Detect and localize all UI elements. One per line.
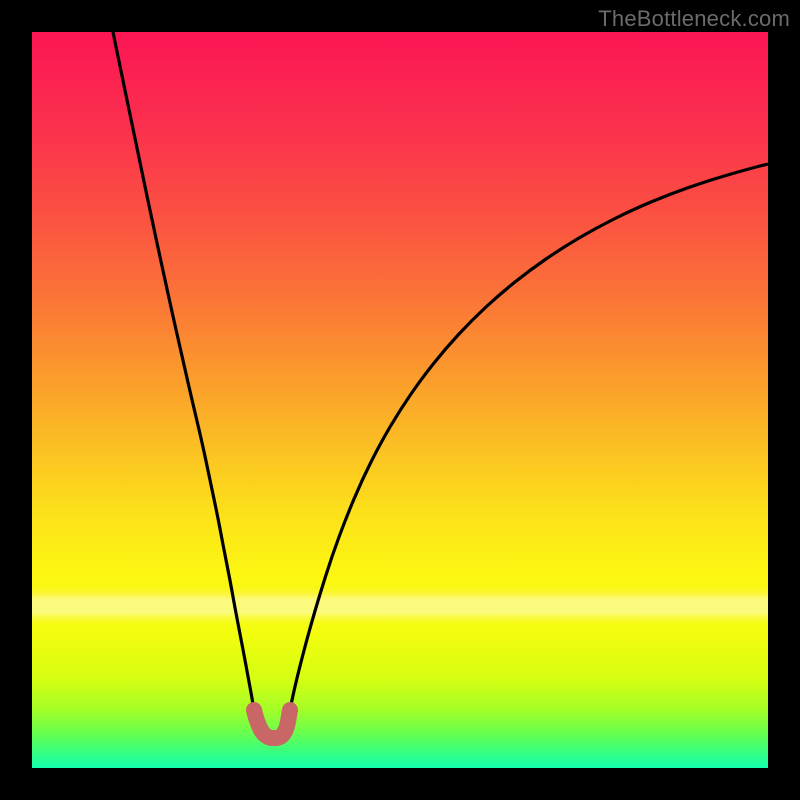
chart-canvas: TheBottleneck.com: [0, 0, 800, 800]
watermark-label: TheBottleneck.com: [598, 6, 790, 32]
chart-svg: [0, 0, 800, 800]
pale-band: [32, 584, 768, 628]
plot-area: [32, 32, 768, 768]
